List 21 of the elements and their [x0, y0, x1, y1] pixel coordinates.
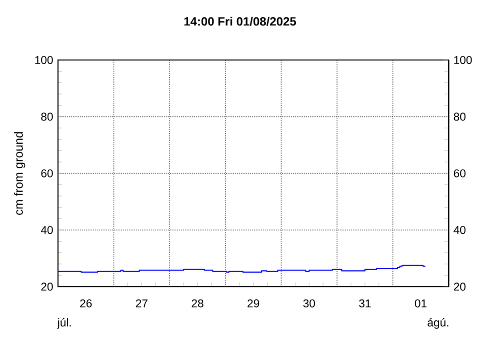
x-tick-label: 26: [80, 299, 92, 308]
y-tick-label: 40: [40, 226, 53, 234]
y2-tick-label: 40: [454, 226, 466, 234]
x-tick-label: 29: [248, 299, 260, 308]
text: ágú.: [428, 318, 448, 329]
y-tick-label: 60: [41, 169, 53, 178]
x-tick-label: 30: [303, 299, 315, 308]
text: júl.: [57, 318, 71, 329]
y2-tick-label: 80: [454, 112, 466, 121]
x-tick-label: 27: [136, 299, 148, 308]
y-axis-title: cm from ground: [14, 132, 26, 215]
x-tick-label: 28: [192, 299, 204, 308]
y2-tick-label: 100: [454, 56, 472, 64]
y-tick-label: 80: [41, 112, 53, 121]
y-tick-label: 100: [35, 56, 53, 64]
x-tick-label: 01: [414, 299, 426, 308]
y-tick-label: 20: [41, 282, 53, 291]
chart-title: 14:00 Fri 01/08/2025: [184, 16, 296, 26]
y2-tick-label: 60: [454, 169, 466, 178]
x-tick-label: 31: [359, 299, 371, 308]
y2-tick-label: 20: [454, 282, 466, 291]
